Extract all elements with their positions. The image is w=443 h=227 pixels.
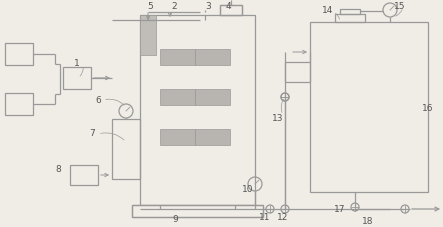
Text: 13: 13 bbox=[272, 113, 284, 122]
Text: 4: 4 bbox=[225, 2, 231, 10]
Text: 1: 1 bbox=[74, 58, 80, 67]
Text: 11: 11 bbox=[259, 212, 271, 222]
Bar bbox=[160, 90, 230, 106]
Bar bbox=[160, 129, 230, 145]
Bar bbox=[132, 205, 263, 217]
Text: 17: 17 bbox=[334, 205, 346, 214]
Bar bbox=[140, 16, 255, 205]
Text: 15: 15 bbox=[394, 2, 406, 10]
Bar bbox=[132, 205, 263, 217]
Bar bbox=[310, 23, 428, 192]
Bar bbox=[220, 6, 242, 16]
Text: 7: 7 bbox=[89, 128, 95, 137]
Bar bbox=[340, 10, 360, 15]
Text: 6: 6 bbox=[95, 95, 101, 104]
Bar bbox=[220, 6, 242, 16]
Bar bbox=[160, 50, 230, 66]
Bar bbox=[5, 94, 33, 116]
Bar bbox=[112, 119, 140, 179]
Text: 12: 12 bbox=[277, 212, 289, 222]
Bar bbox=[335, 15, 365, 23]
Text: 18: 18 bbox=[362, 217, 374, 225]
Bar bbox=[5, 44, 33, 66]
Bar bbox=[63, 68, 91, 90]
Bar bbox=[140, 16, 156, 56]
Text: 14: 14 bbox=[323, 5, 334, 15]
Text: 2: 2 bbox=[171, 2, 177, 10]
Text: 16: 16 bbox=[422, 103, 434, 112]
Text: 9: 9 bbox=[172, 215, 178, 224]
Bar bbox=[70, 165, 98, 185]
Text: 3: 3 bbox=[205, 2, 211, 10]
Text: 10: 10 bbox=[242, 185, 254, 194]
Text: 8: 8 bbox=[55, 165, 61, 174]
Text: 5: 5 bbox=[147, 2, 153, 10]
